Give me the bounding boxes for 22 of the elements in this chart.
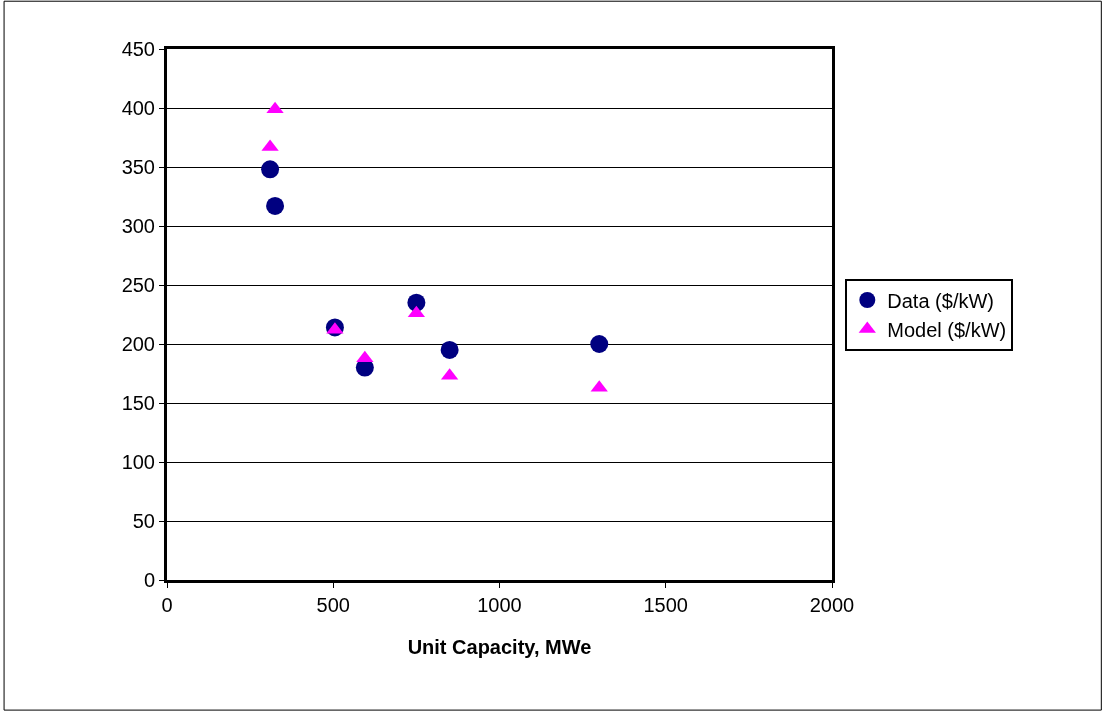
y-tick-label: 0 [143,569,155,591]
x-tick-label: 2000 [809,594,855,616]
y-tick-label: 350 [121,156,155,178]
y-tick-label: 450 [121,38,155,60]
point [266,196,285,215]
point [261,160,280,179]
x-tick-label: 500 [316,594,350,616]
point [440,340,459,359]
y-tick-label: 50 [132,510,155,532]
y-tick-label: 200 [121,333,155,355]
legend-label: Model ($/kW) [887,318,1007,341]
y-tick-label: 100 [121,451,155,473]
x-axis-title: Unit Capacity, MWe [407,635,592,658]
x-tick-label: 1000 [477,594,522,616]
x-tick-label: 0 [161,594,173,616]
x-tick-label: 1500 [643,594,688,616]
legend-label: Data ($/kW) [887,289,994,312]
y-tick-label: 300 [121,215,155,237]
y-tick-label: 250 [121,274,155,296]
y-tick-label: 150 [121,392,155,414]
point [590,335,609,353]
y-tick-label: 400 [121,97,155,119]
